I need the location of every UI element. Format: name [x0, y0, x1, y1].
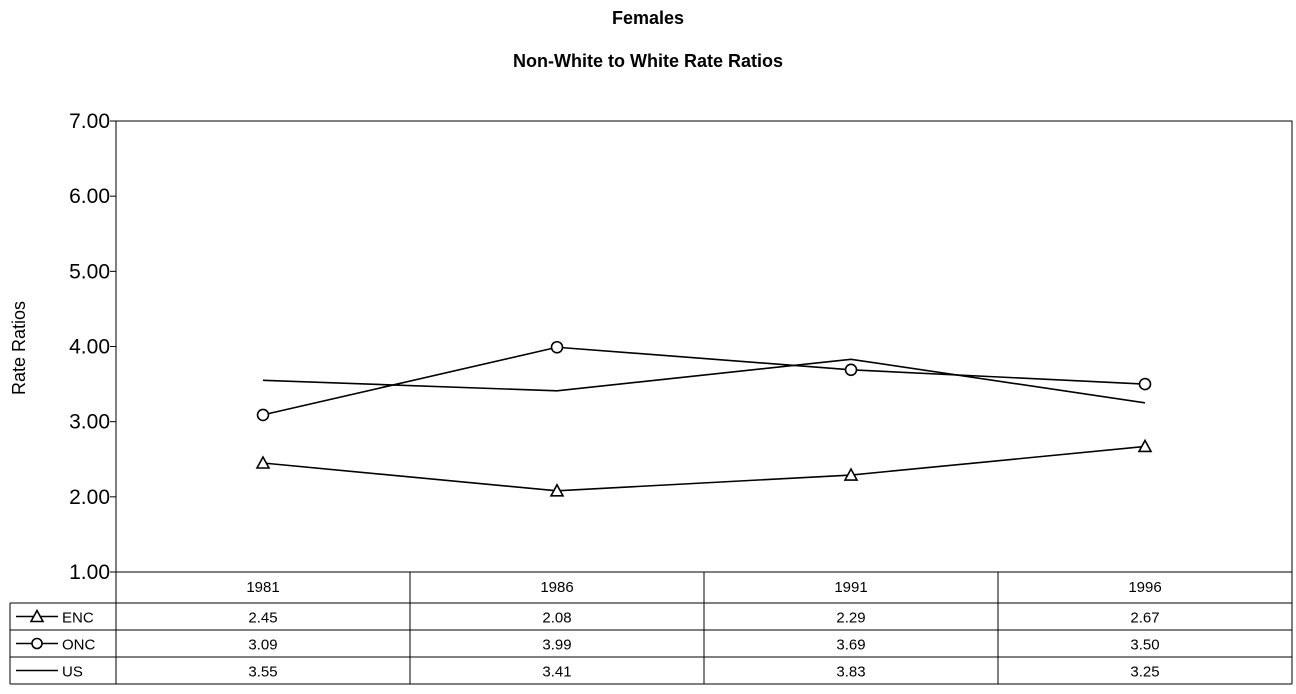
y-tick-label: 3.00	[69, 411, 110, 434]
y-tick-label: 4.00	[69, 336, 110, 359]
series-lines	[262, 346, 1146, 492]
plot-area	[115, 120, 1293, 573]
x-tick-label: 1996	[1128, 579, 1161, 596]
data-point-enc	[255, 455, 271, 469]
legend-key-marker-enc	[29, 608, 45, 623]
series-line-onc	[262, 346, 1146, 416]
data-label-us: 3.55	[248, 664, 277, 681]
data-point-enc	[1137, 438, 1153, 453]
y-tick-label: 1.00	[69, 561, 110, 584]
y-tick-label: 5.00	[69, 260, 110, 283]
data-point-onc	[256, 408, 270, 422]
y-axis-label: Rate Ratios	[9, 301, 29, 395]
data-label-onc: 3.50	[1130, 637, 1159, 654]
plot-border	[115, 120, 1293, 573]
y-tick-label: 2.00	[69, 486, 110, 509]
data-point-onc	[1138, 377, 1152, 391]
legend-label-enc: ENC	[62, 610, 94, 627]
legend-label-onc: ONC	[62, 637, 96, 654]
y-tick-label: 6.00	[69, 185, 110, 208]
data-point-onc	[550, 340, 564, 354]
series-line-us	[262, 358, 1146, 404]
data-label-onc: 3.69	[836, 637, 865, 654]
data-table: 1981 1986 1991 1996 ENC 2.45 2.08 2.29 2.67 ONC 3.…	[9, 572, 1293, 685]
series-line-enc	[262, 445, 1146, 492]
data-point-onc	[844, 363, 858, 377]
data-label-us: 3.41	[542, 664, 571, 681]
data-point-enc	[843, 467, 859, 481]
data-label-enc: 2.08	[542, 610, 571, 627]
data-label-onc: 3.99	[542, 637, 571, 654]
data-label-enc: 2.67	[1130, 610, 1159, 627]
series-markers	[255, 340, 1153, 497]
legend-label-us: US	[62, 664, 83, 681]
y-axis: 1.00 2.00 3.00 4.00 5.00 6.00 7.00	[69, 110, 116, 584]
legend-key-marker-onc	[31, 637, 43, 650]
data-label-us: 3.25	[1130, 664, 1159, 681]
data-label-enc: 2.29	[836, 610, 865, 627]
data-point-enc	[549, 483, 565, 497]
chart-subtitle: Non-White to White Rate Ratios	[513, 51, 783, 71]
x-tick-label: 1981	[246, 579, 279, 596]
x-tick-label: 1986	[540, 579, 573, 596]
data-label-enc: 2.45	[248, 610, 277, 627]
x-tick-label: 1991	[834, 579, 867, 596]
chart-title: Females	[612, 8, 684, 28]
data-label-onc: 3.09	[248, 637, 277, 654]
data-label-us: 3.83	[836, 664, 865, 681]
y-tick-label: 7.00	[69, 110, 110, 133]
